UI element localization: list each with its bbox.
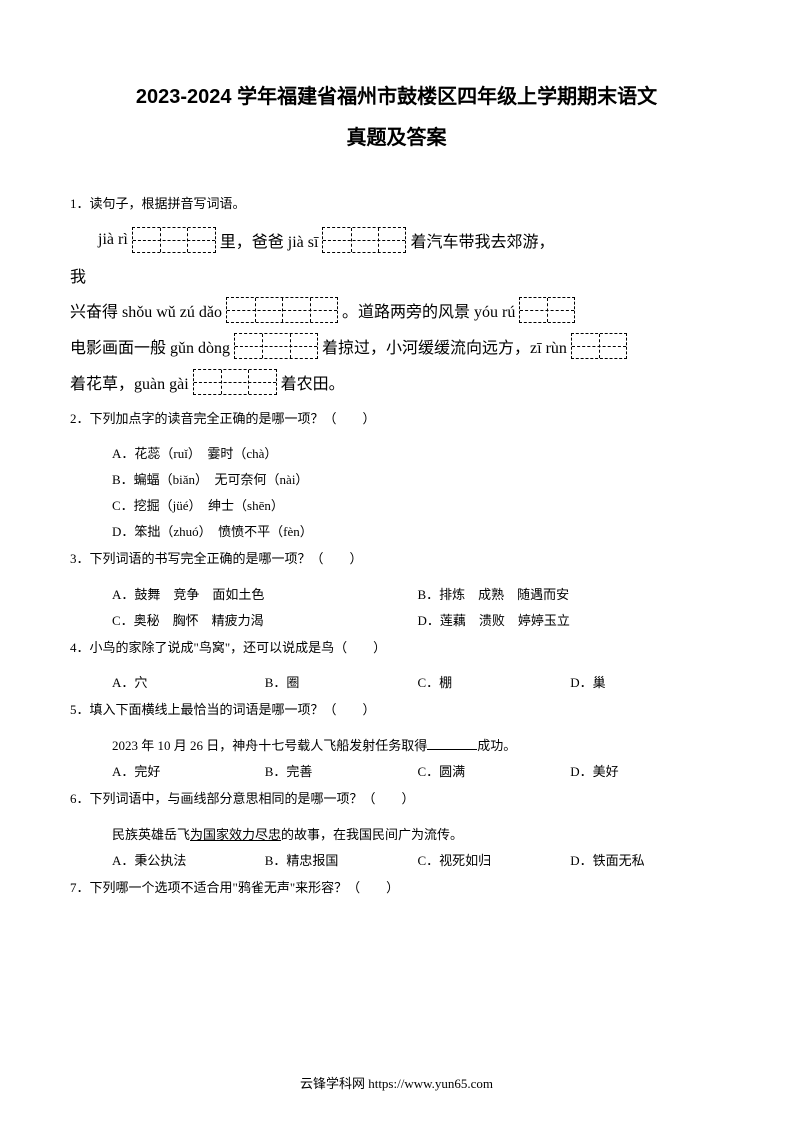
q4-opt-d[interactable]: D．巢 xyxy=(570,670,723,696)
q1-l4b: 着掠过，小河缓缓流向远方，zī rùn xyxy=(322,334,567,358)
question-6: 6．下列词语中，与画线部分意思相同的是哪一项？（ ） xyxy=(70,785,723,814)
q1-l1a: jià rì xyxy=(98,231,128,249)
q2-options: A．花蕊（ruǐ） 霎时（chà） B．蝙蝠（biǎn） 无可奈何（nài） C… xyxy=(70,441,723,545)
q1-line3: 兴奋得 shǒu wǔ zú dǎo 。道路两旁的风景 yóu rú xyxy=(70,297,723,323)
q4-opt-b[interactable]: B．圈 xyxy=(265,670,418,696)
q6-stem: 下列词语中，与画线部分意思相同的是哪一项？（ ） xyxy=(90,791,415,806)
question-1: 1．读句子，根据拼音写词语。 xyxy=(70,190,723,219)
answer-box[interactable] xyxy=(571,333,627,359)
q1-l5b: 着农田。 xyxy=(281,370,345,394)
q6-opt-c[interactable]: C．视死如归 xyxy=(418,848,571,874)
q6-num: 6． xyxy=(70,791,90,806)
q6-sub2: 的故事，在我国民间广为流传。 xyxy=(281,827,463,842)
q6-opt-d[interactable]: D．铁面无私 xyxy=(570,848,723,874)
q7-num: 7． xyxy=(70,880,90,895)
q6-opt-a[interactable]: A．秉公执法 xyxy=(112,848,265,874)
q1-l4a: 电影画面一般 gǔn dòng xyxy=(70,334,230,358)
page-footer: 云锋学科网 https://www.yun65.com xyxy=(0,1073,793,1092)
answer-box[interactable] xyxy=(234,333,318,359)
q5-sub2: 成功。 xyxy=(477,738,516,753)
q5-num: 5． xyxy=(70,702,90,717)
answer-box[interactable] xyxy=(193,369,277,395)
q5-opt-b[interactable]: B．完善 xyxy=(265,759,418,785)
q6-sub: 民族英雄岳飞为国家效力尽忠的故事，在我国民间广为流传。 xyxy=(70,822,723,848)
page-subtitle: 真题及答案 xyxy=(70,121,723,150)
question-4: 4．小鸟的家除了说成"鸟窝"，还可以说成是鸟（ ） xyxy=(70,634,723,663)
q1-l5a: 着花草，guàn gài xyxy=(70,370,189,394)
q2-stem: 下列加点字的读音完全正确的是哪一项？（ ） xyxy=(90,411,376,426)
q5-opt-d[interactable]: D．美好 xyxy=(570,759,723,785)
q1-stem: 读句子，根据拼音写词语。 xyxy=(90,196,246,211)
q2-opt-d[interactable]: D．笨拙（zhuó） 愤愤不平（fèn） xyxy=(112,519,723,545)
q4-stem: 小鸟的家除了说成"鸟窝"，还可以说成是鸟（ ） xyxy=(90,640,387,655)
q1-line2: 我 xyxy=(70,263,723,287)
q3-opt-c[interactable]: C．奥秘 胸怀 精疲力渴 xyxy=(112,608,418,634)
question-5: 5．填入下面横线上最恰当的词语是哪一项？（ ） xyxy=(70,696,723,725)
q3-opt-b[interactable]: B．排炼 成熟 随遇而安 xyxy=(418,582,724,608)
q4-num: 4． xyxy=(70,640,90,655)
q1-l2: 我 xyxy=(70,263,86,287)
q2-num: 2． xyxy=(70,411,90,426)
q1-l1c: 着汽车带我去郊游， xyxy=(410,228,554,252)
answer-box[interactable] xyxy=(519,297,575,323)
question-2: 2．下列加点字的读音完全正确的是哪一项？（ ） xyxy=(70,405,723,434)
q1-l3b: 。道路两旁的风景 yóu rú xyxy=(342,298,515,322)
q5-options: A．完好 B．完善 C．圆满 D．美好 xyxy=(70,759,723,785)
q6-underline: 为国家效力尽忠 xyxy=(190,827,281,842)
q1-l3a: 兴奋得 shǒu wǔ zú dǎo xyxy=(70,298,222,322)
q1-num: 1． xyxy=(70,196,90,211)
q5-stem: 填入下面横线上最恰当的词语是哪一项？（ ） xyxy=(90,702,376,717)
answer-box[interactable] xyxy=(322,227,406,253)
q2-opt-c[interactable]: C．挖掘（jüé） 绅士（shēn） xyxy=(112,493,723,519)
q1-l1b: 里，爸爸 jià sī xyxy=(220,228,319,252)
q4-opt-a[interactable]: A．穴 xyxy=(112,670,265,696)
q3-stem: 下列词语的书写完全正确的是哪一项？（ ） xyxy=(90,551,363,566)
q3-opt-d[interactable]: D．莲藕 溃败 婷婷玉立 xyxy=(418,608,724,634)
q7-stem: 下列哪一个选项不适合用"鸦雀无声"来形容？（ ） xyxy=(90,880,400,895)
q4-options: A．穴 B．圈 C．棚 D．巢 xyxy=(70,670,723,696)
question-3: 3．下列词语的书写完全正确的是哪一项？（ ） xyxy=(70,545,723,574)
q3-num: 3． xyxy=(70,551,90,566)
q4-opt-c[interactable]: C．棚 xyxy=(418,670,571,696)
q1-line5: 着花草，guàn gài 着农田。 xyxy=(70,369,723,395)
q5-sub: 2023 年 10 月 26 日，神舟十七号载人飞船发射任务取得 成功。 xyxy=(70,733,723,759)
q5-opt-a[interactable]: A．完好 xyxy=(112,759,265,785)
q6-options: A．秉公执法 B．精忠报国 C．视死如归 D．铁面无私 xyxy=(70,848,723,874)
q2-opt-a[interactable]: A．花蕊（ruǐ） 霎时（chà） xyxy=(112,441,723,467)
blank-line[interactable] xyxy=(427,736,477,750)
page-title: 2023-2024 学年福建省福州市鼓楼区四年级上学期期末语文 xyxy=(70,80,723,109)
q5-sub1: 2023 年 10 月 26 日，神舟十七号载人飞船发射任务取得 xyxy=(112,738,427,753)
q6-sub1: 民族英雄岳飞 xyxy=(112,827,190,842)
q3-options: A．鼓舞 竞争 面如土色 C．奥秘 胸怀 精疲力渴 B．排炼 成熟 随遇而安 D… xyxy=(70,582,723,634)
q5-opt-c[interactable]: C．圆满 xyxy=(418,759,571,785)
question-7: 7．下列哪一个选项不适合用"鸦雀无声"来形容？（ ） xyxy=(70,874,723,903)
answer-box[interactable] xyxy=(226,297,338,323)
q1-line1: jià rì 里，爸爸 jià sī 着汽车带我去郊游， xyxy=(70,227,723,253)
q3-opt-a[interactable]: A．鼓舞 竞争 面如土色 xyxy=(112,582,418,608)
answer-box[interactable] xyxy=(132,227,216,253)
q6-opt-b[interactable]: B．精忠报国 xyxy=(265,848,418,874)
q1-line4: 电影画面一般 gǔn dòng 着掠过，小河缓缓流向远方，zī rùn xyxy=(70,333,723,359)
q2-opt-b[interactable]: B．蝙蝠（biǎn） 无可奈何（nài） xyxy=(112,467,723,493)
